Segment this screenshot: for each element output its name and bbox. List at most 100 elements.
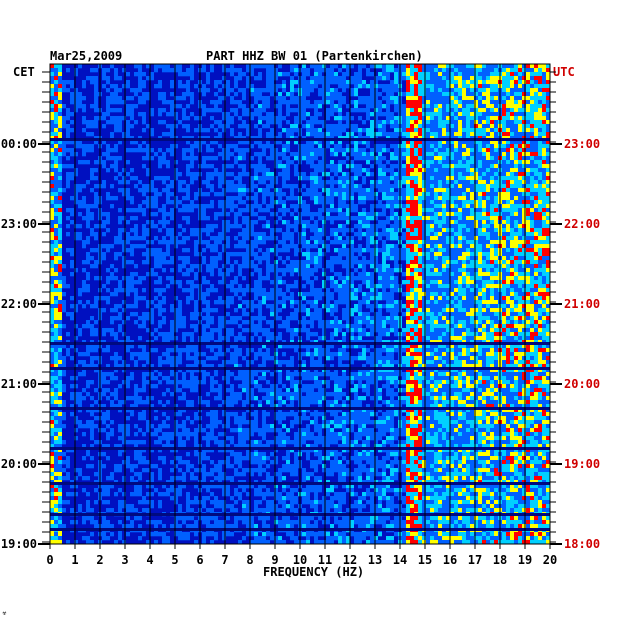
spectrogram-cell bbox=[130, 276, 134, 281]
spectrogram-cell bbox=[382, 224, 386, 229]
spectrogram-cell bbox=[362, 196, 366, 201]
spectrogram-cell bbox=[334, 80, 338, 85]
spectrogram-cell bbox=[486, 80, 490, 85]
spectrogram-cell bbox=[502, 108, 506, 113]
spectrogram-cell bbox=[362, 220, 366, 225]
spectrogram-cell bbox=[278, 192, 282, 197]
spectrogram-cell bbox=[254, 88, 258, 93]
spectrogram-cell bbox=[446, 256, 450, 261]
spectrogram-cell bbox=[258, 292, 262, 297]
spectrogram-cell bbox=[170, 260, 174, 265]
spectrogram-cell bbox=[118, 236, 122, 241]
spectrogram-cell bbox=[82, 216, 86, 221]
spectrogram-cell bbox=[442, 140, 446, 145]
spectrogram-cell bbox=[178, 284, 182, 289]
spectrogram-cell bbox=[342, 248, 346, 253]
spectrogram-cell bbox=[186, 116, 190, 121]
spectrogram-cell bbox=[490, 88, 494, 93]
spectrogram-cell bbox=[182, 84, 186, 89]
spectrogram-cell bbox=[182, 188, 186, 193]
spectrogram-cell bbox=[214, 260, 218, 265]
spectrogram-cell bbox=[478, 108, 482, 113]
spectrogram-cell bbox=[462, 92, 466, 97]
spectrogram-cell bbox=[222, 164, 226, 169]
spectrogram-cell bbox=[194, 204, 198, 209]
spectrogram-cell bbox=[82, 104, 86, 109]
spectrogram-cell bbox=[282, 232, 286, 237]
spectrogram-cell bbox=[538, 132, 542, 137]
spectrogram-cell bbox=[450, 200, 454, 205]
spectrogram-cell bbox=[526, 116, 530, 121]
spectrogram-cell bbox=[186, 128, 190, 133]
spectrogram-cell bbox=[458, 192, 462, 197]
spectrogram-cell bbox=[322, 200, 326, 205]
spectrogram-cell bbox=[294, 228, 298, 233]
spectrogram-cell bbox=[302, 284, 306, 289]
spectrogram-cell bbox=[378, 200, 382, 205]
spectrogram-cell bbox=[86, 76, 90, 81]
spectrogram-cell bbox=[366, 108, 370, 113]
spectrogram-cell bbox=[530, 268, 534, 273]
spectrogram-cell bbox=[58, 244, 62, 249]
spectrogram-cell bbox=[250, 208, 254, 213]
spectrogram-cell bbox=[230, 196, 234, 201]
spectrogram-cell bbox=[434, 156, 438, 161]
spectrogram-cell bbox=[258, 152, 262, 157]
spectrogram-cell bbox=[266, 80, 270, 85]
spectrogram-cell bbox=[178, 280, 182, 285]
spectrogram-cell bbox=[522, 120, 526, 125]
spectrogram-cell bbox=[366, 212, 370, 217]
spectrogram-cell bbox=[342, 180, 346, 185]
spectrogram-cell bbox=[106, 120, 110, 125]
spectrogram-cell bbox=[366, 160, 370, 165]
spectrogram-cell bbox=[378, 104, 382, 109]
spectrogram-cell bbox=[458, 116, 462, 121]
spectrogram-cell bbox=[178, 256, 182, 261]
spectrogram-cell bbox=[522, 144, 526, 149]
spectrogram-cell bbox=[146, 256, 150, 261]
spectrogram-cell bbox=[230, 208, 234, 213]
spectrogram-cell bbox=[402, 168, 406, 173]
spectrogram-cell bbox=[262, 148, 266, 153]
spectrogram-cell bbox=[194, 128, 198, 133]
spectrogram-cell bbox=[222, 200, 226, 205]
spectrogram-cell bbox=[166, 100, 170, 105]
spectrogram-cell bbox=[438, 220, 442, 225]
spectrogram-cell bbox=[530, 68, 534, 73]
spectrogram-cell bbox=[94, 76, 98, 81]
spectrogram-cell bbox=[402, 280, 406, 285]
spectrogram-cell bbox=[214, 264, 218, 269]
spectrogram-cell bbox=[490, 188, 494, 193]
spectrogram-cell bbox=[122, 188, 126, 193]
spectrogram-cell bbox=[270, 232, 274, 237]
spectrogram-cell bbox=[446, 236, 450, 241]
spectrogram-cell bbox=[438, 236, 442, 241]
spectrogram-cell bbox=[254, 204, 258, 209]
spectrogram-cell bbox=[374, 156, 378, 161]
spectrogram-cell bbox=[158, 160, 162, 165]
spectrogram-cell bbox=[530, 216, 534, 221]
spectrogram-cell bbox=[490, 124, 494, 129]
spectrogram-cell bbox=[394, 124, 398, 129]
spectrogram-cell bbox=[382, 104, 386, 109]
spectrogram-cell bbox=[142, 188, 146, 193]
spectrogram-cell bbox=[422, 288, 426, 293]
spectrogram-cell bbox=[170, 208, 174, 213]
spectrogram-cell bbox=[434, 100, 438, 105]
spectrogram-cell bbox=[534, 188, 538, 193]
spectrogram-cell bbox=[270, 176, 274, 181]
spectrogram-cell bbox=[54, 164, 58, 169]
spectrogram-cell bbox=[394, 100, 398, 105]
spectrogram-cell bbox=[394, 72, 398, 77]
spectrogram-cell bbox=[534, 252, 538, 257]
spectrogram-cell bbox=[530, 156, 534, 161]
spectrogram-cell bbox=[466, 76, 470, 81]
spectrogram-cell bbox=[318, 144, 322, 149]
spectrogram-cell bbox=[258, 112, 262, 117]
spectrogram-cell bbox=[270, 152, 274, 157]
spectrogram-cell bbox=[342, 124, 346, 129]
spectrogram-cell bbox=[490, 216, 494, 221]
spectrogram-cell bbox=[278, 92, 282, 97]
spectrogram-cell bbox=[438, 288, 442, 293]
spectrogram-cell bbox=[182, 72, 186, 77]
